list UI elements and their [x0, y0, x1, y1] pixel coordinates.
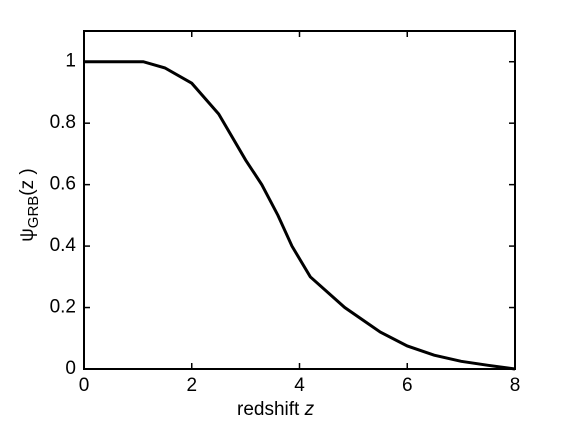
x-tick-label: 4 — [294, 375, 305, 396]
x-tick-label: 0 — [79, 375, 90, 396]
x-label-variable: z — [304, 399, 315, 420]
y-tick-label: 1 — [65, 51, 76, 72]
x-tick-label: 6 — [402, 375, 413, 396]
y-label-symbol: ψ — [17, 228, 38, 242]
y-axis-label: ψGRB(z ) — [17, 168, 42, 242]
plot-frame — [83, 30, 516, 370]
y-tick-label: 0.8 — [50, 112, 76, 133]
x-axis-label: redshift z — [237, 399, 315, 420]
x-label-text: redshift — [237, 399, 300, 420]
x-tick-label: 2 — [186, 375, 197, 396]
line-series — [84, 60, 516, 371]
y-tick-label: 0.2 — [50, 297, 76, 318]
y-tick-label: 0.6 — [50, 174, 76, 195]
y-tick-label: 0 — [65, 358, 76, 379]
y-label-argument: (z ) — [17, 168, 38, 195]
y-tick-label: 0.4 — [50, 235, 77, 256]
y-label-subscript: GRB — [25, 196, 42, 229]
x-tick-label: 8 — [510, 375, 521, 396]
